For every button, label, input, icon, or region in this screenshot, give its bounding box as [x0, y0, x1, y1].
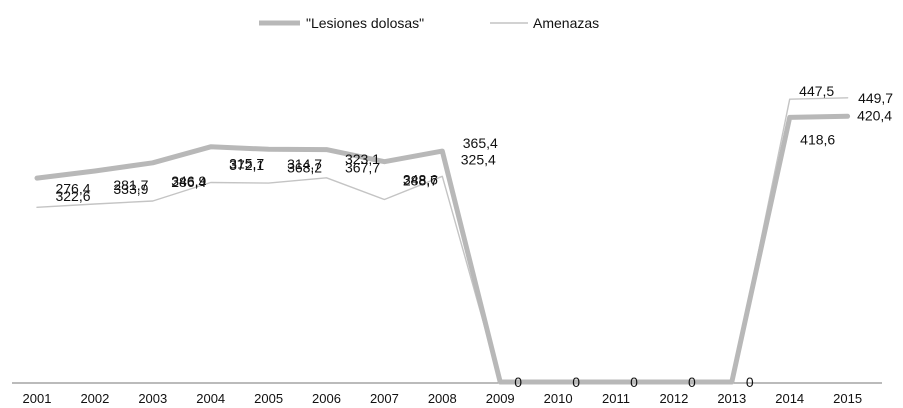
x-tick-label: 2002 [80, 391, 109, 406]
legend: "Lesiones dolosas" Amenazas [259, 15, 599, 31]
data-label-lesiones: 365,4 [463, 135, 498, 151]
x-tick-label: 2001 [23, 391, 52, 406]
x-tick-label: 2014 [775, 391, 804, 406]
data-label-amenazas: 325,4 [461, 151, 496, 167]
x-tick-label: 2009 [486, 391, 515, 406]
data-label-amenazas: 288,7 [403, 173, 438, 189]
data-label-amenazas: 449,7 [858, 90, 893, 106]
legend-label-amenazas: Amenazas [533, 15, 599, 31]
data-label-amenazas: 323,1 [345, 151, 380, 167]
data-label-lesiones: 346,9 [171, 173, 206, 189]
data-label-amenazas: 276,4 [55, 180, 90, 196]
x-tick-label: 2005 [254, 391, 283, 406]
data-label-amenazas: 314,7 [287, 156, 322, 172]
series-line-lesiones [34, 113, 851, 385]
data-label-lesiones: 372,1 [229, 157, 264, 173]
x-tick-label: 2006 [312, 391, 341, 406]
data-label-lesiones: 367,7 [345, 160, 380, 176]
data-label-amenazas: 315,7 [229, 156, 264, 172]
data-label-lesiones: 348,6 [403, 172, 438, 188]
legend-label-lesiones: "Lesiones dolosas" [306, 15, 424, 31]
data-label-lesiones: 0 [688, 374, 696, 390]
data-label-amenazas: 281,7 [113, 177, 148, 193]
data-label-amenazas: 286,4 [171, 174, 206, 190]
x-tick-label: 2012 [659, 391, 688, 406]
x-tick-label: 2013 [717, 391, 746, 406]
x-tick-label: 2015 [833, 391, 862, 406]
x-tick-label: 2011 [602, 391, 630, 406]
data-label-amenazas: 447,5 [799, 83, 834, 99]
data-label-lesiones: 0 [746, 374, 754, 390]
series-line-amenazas [36, 97, 849, 383]
x-tick-label: 2008 [428, 391, 457, 406]
data-label-lesiones: 0 [572, 374, 580, 390]
x-tick-label: 2003 [138, 391, 167, 406]
data-label-lesiones: 418,6 [800, 131, 835, 147]
x-tick-label: 2007 [370, 391, 399, 406]
data-label-lesiones: 0 [514, 374, 522, 390]
data-label-lesiones: 322,6 [55, 188, 90, 204]
data-label-lesiones: 0 [630, 374, 638, 390]
x-tick-label: 2004 [196, 391, 225, 406]
data-label-lesiones: 333,9 [113, 181, 148, 197]
x-tick-label: 2010 [544, 391, 573, 406]
data-label-lesiones: 368,2 [287, 159, 322, 175]
data-label-lesiones: 420,4 [857, 107, 892, 123]
